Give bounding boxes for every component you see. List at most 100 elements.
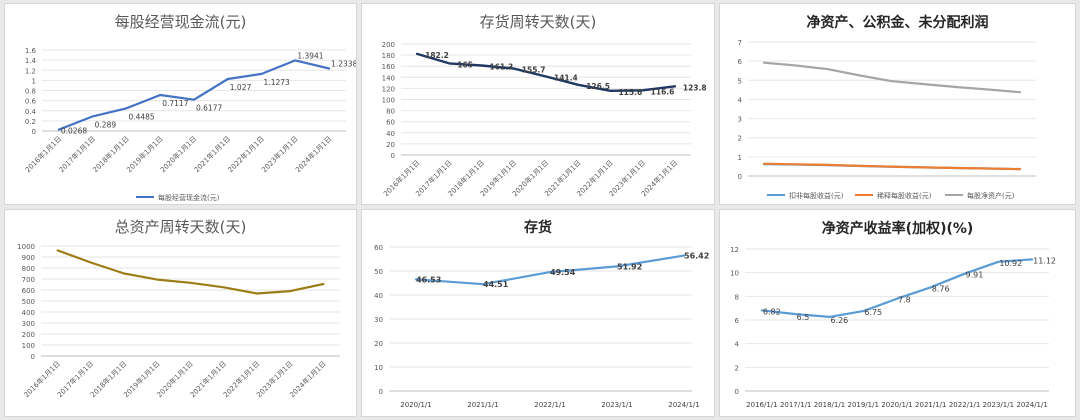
y-tick-label: 20 [374,340,383,348]
data-point [997,260,1000,263]
y-tick-label: 200 [22,331,35,339]
data-label: 165 [457,60,473,69]
y-tick-label: 800 [22,265,35,273]
data-label: 56.42 [684,252,709,261]
data-point [828,316,831,318]
y-tick-label: 180 [382,52,395,60]
chart-svg: 0 1 2 3 4 5 6 7 扣非每股收益(元) 稀释每股收益(元) 每股净资产(元) [738,39,1036,200]
chart-panel-operating-cashflow: 每股经营现金流(元) 0 0.2 0.4 0.6 0.8 1 1.2 1.4 1.6 2016年1… [4,3,357,205]
data-label: 0.4485 [128,112,154,121]
data-point [260,73,263,75]
y-tick-label: 30 [374,316,383,324]
chart-title: 净资产收益率(加权)(%) [821,221,974,237]
data-label: 155.7 [522,66,546,75]
data-point [289,290,291,292]
y-tick-label: 100 [22,342,35,350]
y-tick-label: 400 [22,309,35,317]
y-tick-label: 5 [738,77,742,85]
x-tick-label: 2024年1月1日 [293,134,333,174]
chart-title: 每股经营现金流(元) [114,13,247,31]
data-point [795,64,797,67]
x-tick-label: 2022/1/1 [949,401,980,409]
data-point [1031,258,1033,261]
data-label: 182.2 [425,51,449,60]
chart-svg: 010020030040050060070080090010002016年1月1… [17,243,340,399]
data-point [1019,168,1021,170]
data-label: 1.1273 [264,78,290,87]
data-label: 6.75 [864,308,882,317]
y-tick-label: 100 [382,97,395,105]
data-label: 116.6 [651,87,675,96]
data-point [963,272,966,275]
data-point [859,74,861,77]
legend-label: 稀释每股收益(元) [877,191,932,200]
data-point [641,89,644,92]
data-point [763,61,765,64]
data-label: 51.92 [617,262,642,271]
x-tick-label: 2024/1/1 [1016,401,1047,409]
chart-title: 总资产周转天数(天) [114,218,247,236]
data-label: 6.5 [797,313,810,322]
data-point [955,167,957,169]
y-tick-label: 0.4 [25,108,37,116]
series-line [762,61,1022,94]
y-tick-label: 0 [391,152,395,160]
x-tick-label: 2017/1/1 [780,401,811,409]
chart-panel-inventory-turnover-days: 存货周转天数(天) 0 20 40 60 80 100 120 140 160 180 200 201… [361,3,715,205]
data-point [156,278,159,281]
y-tick-label: 2 [738,135,742,143]
data-point [761,309,763,312]
y-tick-label: 1000 [17,243,35,251]
y-tick-label: 1 [32,77,36,85]
data-label: 46.53 [416,275,441,284]
data-point [987,88,989,91]
data-label: 7.8 [898,296,911,305]
y-tick-label: 8 [735,293,739,301]
data-label: 1.027 [230,83,252,92]
data-point [683,254,685,257]
data-point [923,83,925,85]
legend-label: 扣非每股收益(元) [789,191,844,200]
data-point [1019,91,1021,93]
series-line [760,258,1034,319]
data-point [91,115,94,118]
y-tick-label: 160 [382,63,395,71]
data-point [415,278,417,281]
data-point [609,90,612,92]
data-point [159,94,162,96]
y-tick-label: 40 [374,292,383,300]
y-tick-label: 60 [374,244,383,252]
y-tick-label: 10 [374,364,383,372]
y-tick-label: 0 [31,353,35,361]
data-label: 1.2338 [331,60,357,69]
y-tick-label: 500 [22,298,35,306]
data-label: 115.6 [618,88,642,97]
y-tick-label: 200 [382,41,395,49]
y-tick-label: 40 [386,130,395,138]
data-label: 49.54 [550,268,576,277]
data-point [763,162,765,165]
data-point [58,128,60,131]
y-tick-label: 10 [730,270,739,278]
data-label: 0.6177 [196,104,222,113]
data-label: 10.92 [999,259,1022,268]
data-point [891,80,893,83]
data-label: 141.4 [554,74,578,83]
y-tick-label: 80 [386,108,395,116]
data-point [795,163,797,166]
y-tick-label: 600 [22,287,35,295]
data-label: 0.0268 [61,127,87,136]
data-label: 1.3941 [297,51,323,60]
y-tick-label: 1 [738,154,742,162]
y-tick-label: 0 [379,388,383,396]
x-tick-label: 2021/1/1 [467,401,498,409]
y-tick-label: 6 [735,317,740,325]
x-tick-label: 2023/1/1 [601,401,632,409]
y-tick-label: 0.8 [25,88,36,96]
data-label: 0.289 [95,120,117,129]
x-tick-label: 2021/1/1 [915,401,946,409]
data-label: 44.51 [483,280,509,289]
chart-panel-inventory: 存货 0 10 20 30 40 50 60 2020/1/1 2021/1/1 2022/1/1… [361,209,715,417]
data-point [827,68,829,70]
data-label: 0.7117 [162,99,188,108]
